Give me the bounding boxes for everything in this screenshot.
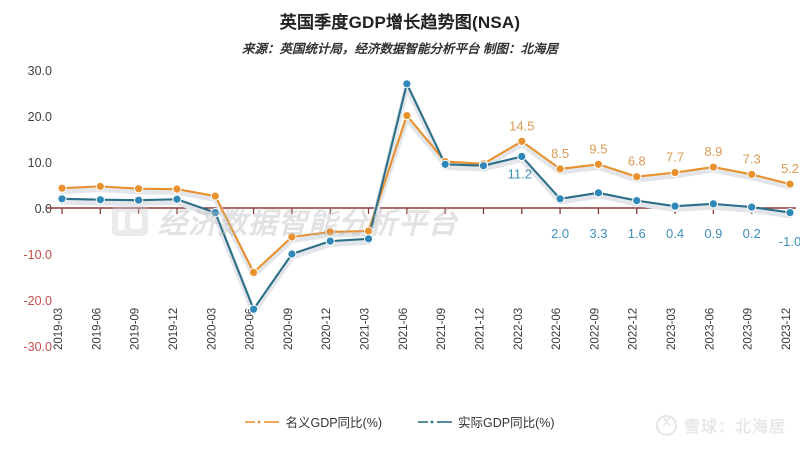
data-point[interactable]	[748, 203, 756, 211]
data-point[interactable]	[479, 162, 488, 170]
x-axis-tick-label: 2020-06	[245, 308, 257, 350]
data-label: 14.5	[509, 118, 534, 133]
x-axis-tick-label: 2022-06	[551, 308, 563, 350]
data-label: 7.3	[743, 151, 761, 166]
y-axis-tick-label: 0.0	[35, 202, 52, 216]
x-axis-tick-label: 2021-03	[360, 308, 372, 350]
data-point[interactable]	[403, 80, 411, 88]
x-axis-tick-label: 2023-03	[666, 308, 678, 350]
legend-item-nominal[interactable]: 名义GDP同比(%)	[245, 412, 382, 431]
data-label: 8.9	[704, 144, 722, 159]
y-axis-tick-label: -20.0	[24, 294, 53, 308]
data-point[interactable]	[633, 173, 641, 181]
data-point[interactable]	[58, 195, 66, 203]
data-point[interactable]	[556, 195, 564, 203]
y-axis-tick-label: 30.0	[28, 64, 52, 78]
data-point[interactable]	[326, 237, 334, 245]
data-point[interactable]	[441, 160, 449, 168]
legend-marker-real-icon	[418, 420, 452, 423]
data-point[interactable]	[364, 227, 373, 235]
data-label: 6.8	[628, 154, 646, 169]
data-point[interactable]	[288, 250, 296, 258]
chart-legend: 名义GDP同比(%) 实际GDP同比(%)	[0, 412, 800, 431]
x-axis-tick-label: 2019-12	[168, 308, 180, 350]
data-point[interactable]	[518, 152, 526, 161]
data-point[interactable]	[135, 196, 143, 204]
series-shadow	[59, 84, 793, 315]
data-point[interactable]	[709, 163, 717, 171]
data-point[interactable]	[786, 180, 794, 188]
y-axis-tick-label: 20.0	[28, 110, 52, 124]
data-point[interactable]	[288, 233, 296, 241]
data-label: 3.3	[589, 226, 607, 241]
data-label: 11.2	[508, 166, 532, 181]
x-axis-tick-label: 2022-09	[589, 308, 601, 350]
x-axis-tick-label: 2022-03	[513, 308, 525, 350]
series-line-nominal	[60, 114, 792, 274]
data-point[interactable]	[96, 196, 104, 204]
series-shadow	[59, 115, 793, 279]
data-label: 2.0	[551, 226, 569, 241]
data-point[interactable]	[173, 185, 181, 193]
x-axis-tick-label: 2022-12	[628, 308, 640, 350]
data-point[interactable]	[594, 160, 603, 168]
y-axis-tick-label: 10.0	[28, 156, 52, 170]
data-point[interactable]	[556, 165, 564, 173]
data-label: 8.5	[551, 146, 569, 161]
legend-item-real[interactable]: 实际GDP同比(%)	[418, 412, 555, 431]
x-axis-tick-label: 2020-09	[283, 308, 295, 350]
legend-marker-nominal-icon	[245, 420, 280, 423]
x-axis-tick-label: 2023-12	[781, 308, 793, 350]
x-axis-tick-label: 2023-09	[743, 308, 755, 350]
data-point[interactable]	[326, 228, 334, 236]
x-axis-tick-label: 2020-12	[321, 308, 333, 350]
data-point[interactable]	[748, 170, 756, 179]
data-point[interactable]	[249, 305, 258, 313]
data-point[interactable]	[709, 200, 717, 208]
data-point[interactable]	[135, 185, 143, 193]
legend-label-real: 实际GDP同比(%)	[458, 416, 555, 430]
chart-subtitle: 来源：英国统计局，经济数据智能分析平台 制图：北海居	[242, 42, 558, 56]
x-axis-tick-label: 2023-06	[704, 308, 716, 350]
data-point[interactable]	[58, 184, 66, 192]
data-point[interactable]	[249, 268, 258, 276]
data-label: 0.9	[704, 226, 722, 241]
data-label: 7.7	[666, 150, 684, 165]
data-point[interactable]	[786, 209, 794, 217]
x-axis-tick-label: 2019-06	[91, 308, 103, 350]
y-axis-tick-label: -10.0	[24, 248, 53, 262]
data-point[interactable]	[211, 209, 219, 217]
x-axis-tick-label: 2021-06	[398, 308, 410, 350]
data-label: 1.6	[628, 226, 646, 241]
data-point[interactable]	[96, 182, 104, 190]
data-point[interactable]	[364, 235, 373, 243]
legend-label-nominal: 名义GDP同比(%)	[285, 416, 382, 430]
series-line-real	[60, 82, 792, 311]
x-axis-tick-label: 2020-03	[206, 308, 218, 350]
y-axis-tick-label: -30.0	[24, 340, 53, 354]
data-label: 0.4	[666, 226, 684, 241]
x-axis-tick-label: 2019-09	[130, 308, 142, 350]
data-point[interactable]	[594, 189, 603, 197]
x-axis-tick-label: 2021-12	[474, 308, 486, 350]
data-label: 9.5	[589, 141, 607, 156]
data-point[interactable]	[211, 192, 219, 200]
x-axis-tick-label: 2021-09	[436, 308, 448, 350]
data-point[interactable]	[671, 168, 679, 177]
data-point[interactable]	[671, 202, 679, 210]
data-label: -1.0	[779, 234, 800, 249]
x-axis-tick-label: 2019-03	[53, 308, 65, 350]
data-point[interactable]	[403, 111, 411, 120]
data-label: 5.2	[781, 161, 799, 176]
data-point[interactable]	[173, 195, 181, 203]
data-point[interactable]	[633, 197, 641, 205]
page-title: 英国季度GDP增长趋势图(NSA)	[279, 13, 521, 32]
data-label: 0.2	[743, 226, 761, 241]
data-point[interactable]	[518, 137, 526, 145]
